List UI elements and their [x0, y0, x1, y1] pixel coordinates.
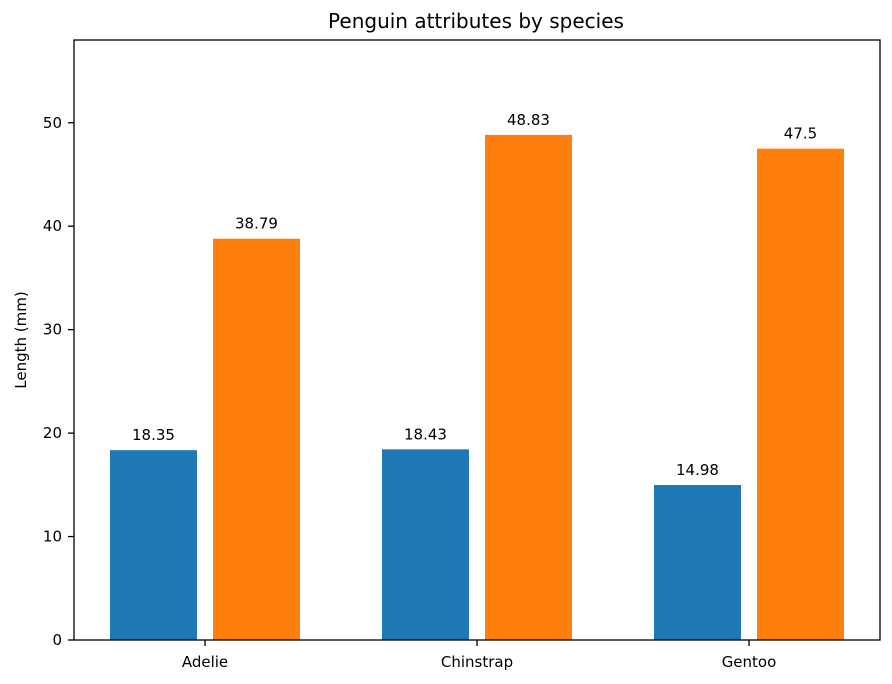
y-axis-ticks: 0 10 20 30 40 50 [43, 114, 74, 649]
bar-label-series-2-adelie: 38.79 [235, 215, 278, 233]
x-tick-label-chinstrap: Chinstrap [441, 653, 513, 671]
y-tick-label-10: 10 [43, 528, 62, 546]
y-axis-label: Length (mm) [12, 291, 30, 388]
y-tick-label-0: 0 [52, 631, 62, 649]
y-tick-label-20: 20 [43, 424, 62, 442]
bar-label-series-1-gentoo: 14.98 [676, 461, 719, 479]
bar-series-2-adelie [213, 238, 300, 641]
bar-series-1-gentoo [654, 485, 741, 640]
y-tick-label-30: 30 [43, 321, 62, 339]
bar-series-2-gentoo [757, 148, 844, 640]
bar-label-series-1-adelie: 18.35 [132, 426, 175, 444]
bar-series-1-chinstrap [382, 449, 469, 640]
chart-title: Penguin attributes by species [328, 9, 624, 33]
bar-labels-layer: 18.35 18.43 14.98 38.79 48.83 47.5 [132, 111, 817, 479]
plot-frame [73, 39, 881, 641]
bar-label-series-2-gentoo: 47.5 [784, 125, 817, 143]
x-axis-ticks: Adelie Chinstrap Gentoo [182, 640, 776, 671]
bars-layer [110, 134, 844, 641]
bar-series-1-adelie [110, 450, 197, 640]
y-tick-label-50: 50 [43, 114, 62, 132]
y-tick-label-40: 40 [43, 217, 62, 235]
x-tick-label-adelie: Adelie [182, 653, 228, 671]
bar-label-series-2-chinstrap: 48.83 [507, 111, 550, 129]
bar-label-series-1-chinstrap: 18.43 [404, 425, 447, 443]
x-tick-label-gentoo: Gentoo [722, 653, 777, 671]
bar-series-2-chinstrap [485, 134, 572, 641]
